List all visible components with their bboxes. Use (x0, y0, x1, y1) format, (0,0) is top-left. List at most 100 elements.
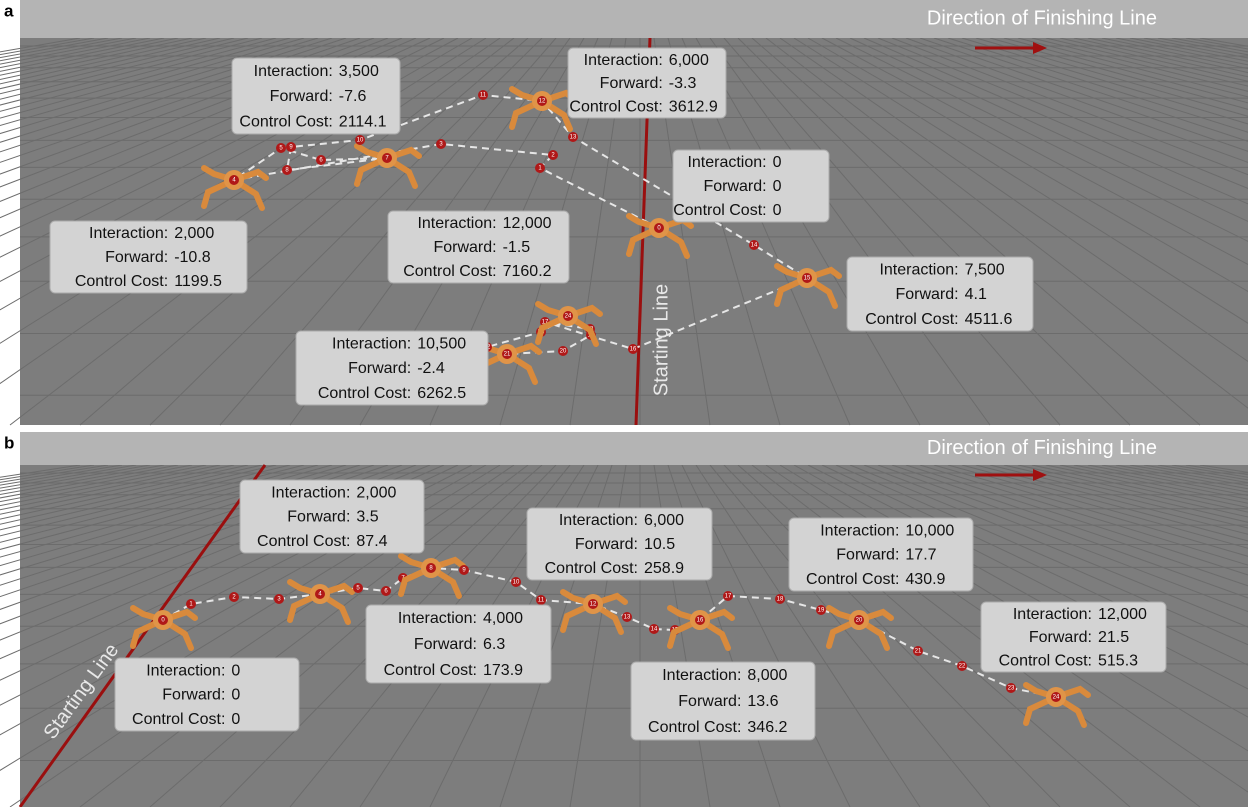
info-value: 12,000 (503, 215, 552, 232)
info-box (365, 604, 552, 684)
info-label: Interaction: (254, 63, 333, 80)
grid-line (0, 464, 291, 537)
waypoint-label: 18 (777, 597, 784, 603)
waypoint (913, 646, 923, 656)
grid-line (0, 464, 389, 598)
waypoint-label: 4 (232, 178, 236, 184)
waypoint (229, 175, 239, 185)
info-label: Control Cost: (75, 273, 168, 290)
info-value: 346.2 (747, 719, 787, 736)
info-box (231, 57, 401, 135)
grid-line (975, 464, 1248, 535)
info-box (387, 210, 570, 284)
waypoint (158, 615, 168, 625)
info-label: Interaction: (89, 225, 168, 242)
waypoint-label: 21 (915, 649, 922, 655)
grid-line (0, 37, 305, 127)
waypoint (1051, 692, 1061, 702)
info-label: Forward: (433, 239, 496, 256)
grid-line (905, 464, 1248, 576)
waypoint (315, 589, 325, 599)
grid-line (0, 37, 263, 106)
waypoint (548, 150, 558, 160)
info-label: Forward: (836, 547, 899, 564)
waypoint-label: 11 (538, 598, 545, 604)
grid-line (0, 464, 375, 586)
top-bar (20, 432, 1248, 465)
info-value: 258.9 (644, 560, 684, 577)
info-box (239, 479, 425, 554)
grid-line (863, 464, 1248, 613)
waypoint-label: 16 (697, 618, 704, 624)
waypoint-label: 22 (959, 664, 966, 670)
starting-line-label: Starting Line (650, 284, 672, 396)
info-box (526, 507, 713, 581)
waypoint (478, 90, 488, 100)
info-label: Forward: (575, 536, 638, 553)
grid-line (793, 37, 1248, 324)
info-label: Interaction: (879, 262, 958, 279)
grid-line (961, 37, 1248, 125)
grid-line (737, 37, 1131, 426)
waypoint (186, 599, 196, 609)
grid-line (961, 464, 1248, 542)
waypoint-label: 3 (439, 142, 443, 148)
waypoint-label: 0 (657, 226, 661, 232)
info-value: 0 (231, 662, 240, 679)
waypoint-label: 12 (539, 99, 546, 105)
info-value: 21.5 (1098, 629, 1129, 646)
grid-line (877, 37, 1248, 189)
waypoint (816, 605, 826, 615)
info-label: Interaction: (584, 52, 663, 69)
info-label: Control Cost: (673, 202, 766, 219)
info-label: Control Cost: (806, 571, 899, 588)
waypoint-label: 4 (318, 592, 322, 598)
info-label: Interaction: (146, 662, 225, 679)
grid-line (1003, 37, 1248, 104)
waypoint-label: 2 (551, 153, 555, 159)
info-label: Forward: (287, 509, 350, 526)
info-value: 0 (773, 202, 782, 219)
grid-line (975, 37, 1248, 117)
waypoint (563, 311, 573, 321)
waypoint (355, 135, 365, 145)
grid-line (0, 37, 319, 135)
grid-line (891, 464, 1248, 587)
waypoint-label: 13 (570, 135, 577, 141)
waypoint (536, 595, 546, 605)
waypoint (568, 132, 578, 142)
grid-line (709, 37, 991, 426)
grid-line (891, 37, 1248, 176)
info-label: Interaction: (662, 667, 741, 684)
waypoint (282, 165, 292, 175)
info-value: 4,000 (483, 610, 523, 627)
grid-line (849, 464, 1248, 628)
info-label: Forward: (270, 88, 333, 105)
info-label: Forward: (703, 178, 766, 195)
waypoint (695, 615, 705, 625)
grid-line (989, 464, 1248, 529)
info-value: 12,000 (1098, 606, 1147, 623)
info-label: Forward: (678, 693, 741, 710)
waypoint (622, 612, 632, 622)
info-value: 6,000 (644, 512, 684, 529)
info-box (846, 256, 1034, 332)
info-value: 3612.9 (669, 99, 718, 116)
grid-line (933, 37, 1248, 142)
grid-line (0, 464, 277, 531)
grid-line (1003, 464, 1248, 523)
waypoint (802, 273, 812, 283)
grid-line (0, 464, 305, 543)
info-label: Control Cost: (648, 719, 741, 736)
waypoint (654, 223, 664, 233)
grid-line (149, 464, 543, 807)
grid-line (0, 37, 333, 143)
waypoint-label: 12 (590, 602, 597, 608)
info-label: Control Cost: (545, 560, 638, 577)
info-box (49, 220, 248, 294)
info-value: 4.1 (965, 286, 987, 303)
info-value: 0 (231, 687, 240, 704)
info-label: Interaction: (1013, 606, 1092, 623)
waypoint-label: 20 (560, 349, 567, 355)
arrow-head (1033, 469, 1047, 481)
